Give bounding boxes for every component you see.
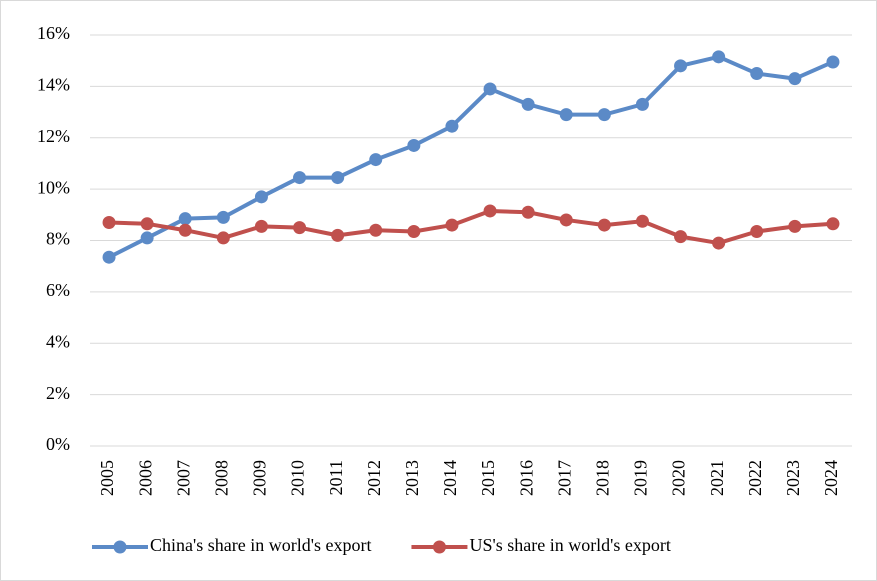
- x-tick-label: 2015: [478, 460, 498, 496]
- data-point: [483, 204, 497, 218]
- data-point: [521, 97, 535, 111]
- data-point: [483, 82, 497, 96]
- data-point: [178, 212, 192, 226]
- legend-label: US's share in world's export: [469, 535, 670, 555]
- data-point: [445, 119, 459, 133]
- data-point: [216, 210, 230, 224]
- x-tick-label: 2006: [135, 460, 155, 496]
- data-point: [140, 217, 154, 231]
- data-point: [750, 225, 764, 239]
- data-point: [254, 219, 268, 233]
- data-point: [369, 153, 383, 167]
- legend-label: China's share in world's export: [150, 535, 371, 555]
- data-point: [674, 59, 688, 73]
- data-point: [521, 205, 535, 219]
- x-tick-label: 2014: [440, 460, 460, 496]
- x-tick-label: 2016: [516, 460, 536, 496]
- x-tick-label: 2008: [211, 460, 231, 496]
- x-tick-label: 2023: [783, 460, 803, 496]
- x-tick-label: 2021: [707, 460, 727, 496]
- data-point: [750, 67, 764, 81]
- x-tick-label: 2017: [554, 460, 574, 496]
- legend-marker: [432, 540, 446, 554]
- data-point: [140, 231, 154, 245]
- data-point: [559, 108, 573, 122]
- y-tick-label: 2%: [46, 383, 70, 403]
- y-tick-label: 6%: [46, 280, 70, 300]
- data-point: [178, 223, 192, 237]
- x-tick-label: 2024: [821, 460, 841, 496]
- data-point: [712, 236, 726, 250]
- data-point: [331, 171, 345, 185]
- data-point: [407, 225, 421, 239]
- data-point: [712, 50, 726, 64]
- x-tick-label: 2011: [326, 460, 346, 495]
- y-tick-label: 10%: [37, 177, 70, 197]
- data-point: [635, 214, 649, 228]
- data-point: [559, 213, 573, 227]
- data-point: [254, 190, 268, 204]
- series-line: [108, 54, 834, 259]
- data-point: [674, 230, 688, 244]
- data-point: [597, 218, 611, 232]
- data-point: [407, 138, 421, 152]
- y-tick-label: 4%: [46, 331, 70, 351]
- data-point: [597, 108, 611, 122]
- x-tick-label: 2020: [669, 460, 689, 496]
- data-point: [102, 216, 116, 230]
- y-tick-label: 12%: [37, 126, 70, 146]
- y-tick-label: 14%: [37, 75, 70, 95]
- x-tick-label: 2005: [97, 460, 117, 496]
- data-point: [445, 218, 459, 232]
- x-tick-label: 2019: [631, 460, 651, 496]
- data-point: [102, 250, 116, 264]
- data-point: [293, 171, 307, 185]
- data-point: [826, 55, 840, 69]
- x-tick-label: 2012: [364, 460, 384, 496]
- y-tick-label: 8%: [46, 229, 70, 249]
- legend-marker: [113, 540, 127, 554]
- data-point: [788, 219, 802, 233]
- data-point: [826, 217, 840, 231]
- data-point: [788, 72, 802, 86]
- data-point: [293, 221, 307, 235]
- data-point: [369, 223, 383, 237]
- data-point: [635, 97, 649, 111]
- x-tick-label: 2013: [402, 460, 422, 496]
- x-tick-label: 2018: [592, 460, 612, 496]
- y-tick-label: 16%: [37, 23, 70, 43]
- data-point: [331, 228, 345, 242]
- data-point: [216, 231, 230, 245]
- x-tick-label: 2022: [745, 460, 765, 496]
- x-tick-label: 2009: [250, 460, 270, 496]
- x-tick-label: 2010: [288, 460, 308, 496]
- x-tick-label: 2007: [173, 460, 193, 496]
- y-tick-label: 0%: [46, 434, 70, 454]
